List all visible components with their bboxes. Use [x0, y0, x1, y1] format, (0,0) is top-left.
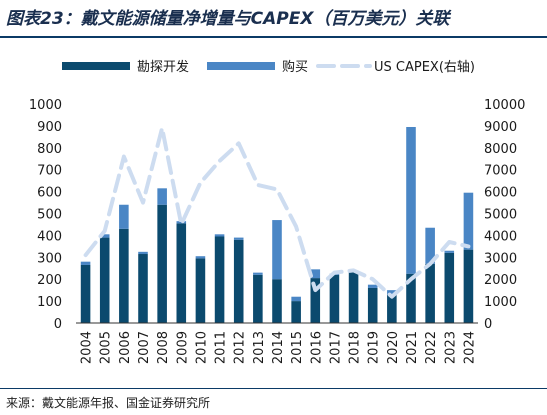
y-tick-label-right: 5000 [484, 208, 517, 223]
legend-label-exploration: 勘探开发 [137, 59, 189, 75]
bar-acquisition [119, 204, 129, 229]
bar-exploration [272, 279, 282, 323]
x-tick-label: 2020 [386, 331, 401, 364]
y-tick-label-right: 4000 [484, 229, 517, 244]
bar-acquisition [387, 290, 397, 295]
legend-label-capex: US CAPEX(右轴) [374, 60, 475, 75]
bars [80, 126, 474, 323]
x-tick-label: 2011 [214, 331, 229, 364]
x-tick-label: 2005 [99, 331, 114, 364]
x-tick-label: 2017 [328, 331, 343, 364]
y-tick-label-left: 100 [37, 295, 62, 310]
bar-exploration [348, 271, 359, 323]
legend-label-acquisition: 购买 [282, 59, 308, 75]
y-tick-label-right: 6000 [484, 186, 517, 201]
y-tick-label-left: 900 [37, 120, 62, 135]
x-axis: 2004 2005 2006 2007 2008 2009 2010 2011 2012 2013… [76, 322, 478, 364]
y-tick-label-left: 800 [37, 142, 62, 157]
y-tick-label-left: 200 [37, 273, 62, 288]
bar-acquisition [272, 220, 282, 280]
right-axis: 0 1000 2000 3000 4000 5000 6000 7000 8000 9000 100… [484, 98, 525, 332]
bar-acquisition [310, 269, 321, 279]
legend-swatch-exploration [62, 62, 130, 70]
bar-exploration [463, 249, 474, 323]
bar-exploration [387, 294, 397, 323]
x-tick-label: 2021 [405, 331, 420, 364]
bar-exploration [138, 254, 148, 323]
y-tick-label-left: 500 [37, 208, 62, 223]
x-tick-label: 2019 [367, 331, 382, 364]
bar-acquisition [463, 192, 474, 250]
bar-exploration [157, 204, 167, 323]
bar-exploration [310, 278, 321, 323]
title-divider [0, 36, 547, 38]
x-tick-label: 2007 [137, 331, 152, 364]
x-tick-label: 2022 [424, 331, 439, 364]
bar-acquisition [425, 227, 435, 264]
bar-acquisition [367, 284, 378, 288]
x-tick-label: 2004 [80, 331, 95, 364]
bar-acquisition [406, 126, 416, 274]
y-tick-label-left: 600 [37, 186, 62, 201]
y-tick-label-right: 7000 [484, 164, 517, 179]
left-axis: 0 100 200 300 400 500 600 700 800 900 1000 [29, 98, 62, 332]
capex-series-line [83, 126, 471, 299]
x-tick-label: 2010 [194, 331, 209, 364]
y-tick-label-right: 3000 [484, 251, 517, 266]
bar-acquisition [80, 261, 91, 265]
y-tick-label-left: 0 [54, 317, 62, 332]
y-tick-label-left: 700 [37, 164, 62, 179]
bar-exploration [233, 239, 244, 323]
chart: 勘探开发 购买 US CAPEX(右轴) 0 100 200 300 400 500 600… [29, 59, 525, 364]
bar-exploration [425, 263, 435, 323]
bar-exploration [119, 228, 129, 323]
bar-exploration [214, 236, 225, 323]
y-tick-label-right: 8000 [484, 142, 517, 157]
y-tick-label-left: 400 [37, 229, 62, 244]
bar-acquisition [214, 234, 225, 237]
source-note: 来源：戴文能源年报、国金证券研究所 [6, 396, 211, 410]
y-tick-label-left: 300 [37, 251, 62, 266]
y-tick-label-left: 1000 [29, 98, 62, 113]
bar-exploration [99, 237, 110, 323]
bar-exploration [195, 258, 206, 323]
bar-exploration [253, 274, 263, 323]
bar-acquisition [138, 251, 148, 255]
y-tick-label-right: 9000 [484, 120, 517, 135]
y-tick-label-right: 10000 [484, 98, 525, 113]
bar-acquisition [157, 188, 167, 205]
figure-title: 图表23：戴文能源储量净增量与CAPEX（百万美元）关联 [6, 9, 450, 29]
x-tick-label: 2023 [443, 331, 458, 364]
bar-exploration [329, 274, 340, 323]
bar-acquisition [99, 234, 110, 238]
bar-acquisition [444, 250, 455, 253]
legend: 勘探开发 购买 US CAPEX(右轴) [62, 59, 475, 75]
y-tick-label-right: 2000 [484, 273, 517, 288]
bar-acquisition [195, 256, 206, 259]
bar-acquisition [253, 272, 263, 275]
x-tick-label: 2024 [462, 331, 477, 364]
legend-swatch-acquisition [207, 62, 275, 70]
source-divider [0, 388, 547, 389]
bar-exploration [80, 264, 91, 323]
x-tick-label: 2008 [156, 331, 171, 364]
bar-exploration [406, 273, 416, 323]
y-tick-label-right: 0 [484, 317, 492, 332]
bar-acquisition [233, 237, 244, 240]
y-tick-label-right: 1000 [484, 295, 517, 310]
x-tick-label: 2016 [309, 331, 324, 364]
x-tick-label: 2012 [233, 331, 248, 364]
bar-exploration [444, 252, 455, 323]
capex-line [83, 126, 471, 299]
bar-exploration [367, 287, 378, 323]
x-tick-label: 2015 [290, 331, 305, 364]
x-tick-label: 2018 [348, 331, 363, 364]
x-tick-label: 2013 [252, 331, 267, 364]
x-tick-label: 2014 [271, 331, 286, 364]
bar-exploration [291, 301, 301, 323]
x-tick-label: 2009 [175, 331, 190, 364]
x-tick-label: 2006 [118, 331, 133, 364]
bar-exploration [176, 223, 187, 323]
bar-acquisition [291, 296, 301, 302]
